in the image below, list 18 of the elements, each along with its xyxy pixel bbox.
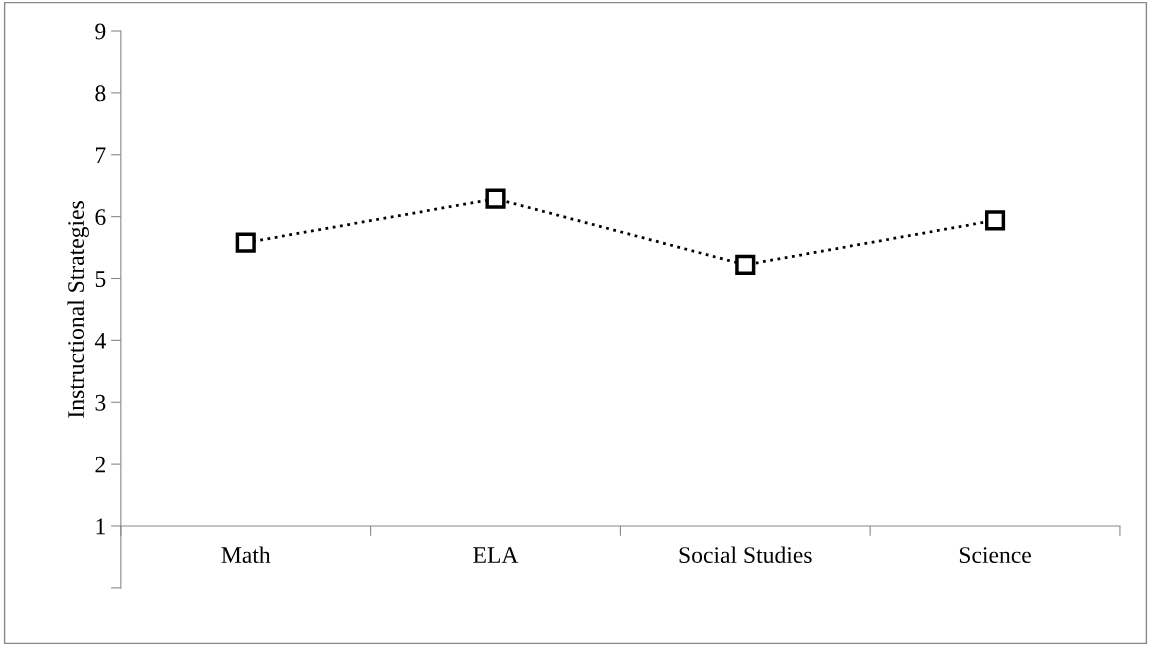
point <box>735 254 756 275</box>
x-tick-label: Social Studies <box>679 546 812 564</box>
y-tick-label: 2 <box>95 456 105 473</box>
y-tick-label: 3 <box>95 394 106 411</box>
x-tick-label: Math <box>221 546 271 564</box>
y-tick-label: 9 <box>95 23 106 40</box>
x-tick-label: Science <box>959 547 1031 564</box>
y-tick-label: 8 <box>95 85 106 102</box>
y-axis-title: Instructional Strategies <box>67 201 89 418</box>
x-tick-label: ELA <box>473 547 519 563</box>
point <box>984 210 1006 231</box>
point <box>485 188 506 209</box>
y-tick-label: 7 <box>96 147 106 163</box>
y-tick-label: 6 <box>95 209 106 226</box>
y-tick-label: 1 <box>96 518 105 535</box>
point <box>235 232 256 253</box>
y-tick-label: 5 <box>95 271 106 287</box>
y-tick-label: 4 <box>94 333 106 349</box>
